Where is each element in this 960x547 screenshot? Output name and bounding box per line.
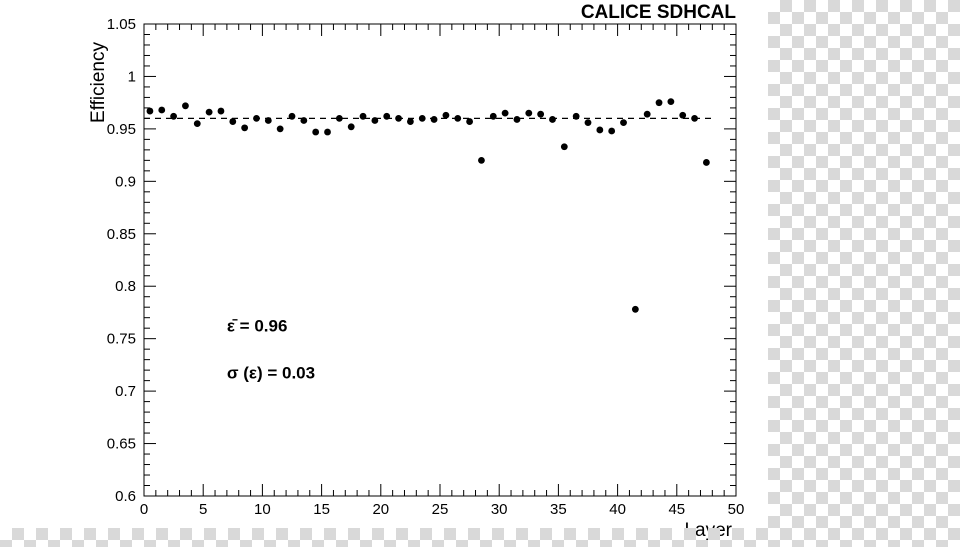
x-tick-label: 50 [728,501,745,518]
data-point [348,123,355,130]
data-point [443,112,450,119]
checker-strip [0,528,768,547]
data-point [502,110,509,117]
data-point [620,119,627,126]
data-point [490,113,497,120]
data-point [573,113,580,120]
y-tick-label: 0.7 [115,383,136,400]
data-point [312,129,319,136]
x-tick-label: 0 [140,501,148,518]
data-point [147,108,154,115]
data-point [194,120,201,127]
x-tick-label: 10 [254,501,271,518]
checker-strip [768,0,960,547]
data-point [229,118,236,125]
y-axis-title: Efficiency [88,42,109,123]
data-point [679,112,686,119]
data-point [241,124,248,131]
data-point [525,110,532,117]
data-point [277,125,284,132]
y-tick-label: 1 [128,68,136,85]
data-point [371,117,378,124]
y-tick-label: 0.9 [115,173,136,190]
data-point [644,111,651,118]
y-tick-label: 0.85 [107,226,136,243]
data-point [265,117,272,124]
data-point [537,111,544,118]
y-tick-label: 0.8 [115,278,136,295]
data-point [561,143,568,150]
data-point [360,113,367,120]
data-point [466,118,473,125]
data-point [289,113,296,120]
x-tick-label: 25 [432,501,449,518]
data-point [596,127,603,134]
data-point [667,98,674,105]
data-point [182,102,189,109]
y-tick-label: 0.6 [115,488,136,505]
data-point [585,119,592,126]
data-point [419,115,426,122]
data-point [253,115,260,122]
data-point [300,117,307,124]
data-point [383,113,390,120]
chart-wrapper: 05101520253035404550Layer0.60.650.70.750… [0,0,960,547]
data-point [170,113,177,120]
x-tick-label: 45 [668,501,685,518]
x-tick-label: 5 [199,501,207,518]
y-tick-label: 0.65 [107,436,136,453]
chart-annotation: σ (ε) = 0.03 [227,364,315,383]
x-tick-label: 20 [372,501,389,518]
y-tick-label: 0.95 [107,121,136,138]
y-tick-label: 1.05 [107,16,136,33]
data-point [395,115,402,122]
data-point [431,116,438,123]
chart-annotation: ε̄ = 0.96 [227,316,288,335]
corner-title: CALICE SDHCAL [581,2,737,23]
data-points [147,98,710,312]
x-tick-label: 15 [313,501,330,518]
x-tick-label: 40 [609,501,626,518]
data-point [218,108,225,115]
data-point [656,99,663,106]
data-point [478,157,485,164]
data-point [454,115,461,122]
data-point [206,109,213,116]
data-point [549,116,556,123]
x-tick-label: 35 [550,501,567,518]
x-tick-label: 30 [491,501,508,518]
data-point [407,118,414,125]
y-tick-label: 0.75 [107,331,136,348]
data-point [514,116,521,123]
data-point [703,159,710,166]
data-point [608,128,615,135]
data-point [158,107,165,114]
data-point [336,115,343,122]
data-point [691,115,698,122]
data-point [324,129,331,136]
plot-frame [144,24,736,496]
data-point [632,306,639,313]
